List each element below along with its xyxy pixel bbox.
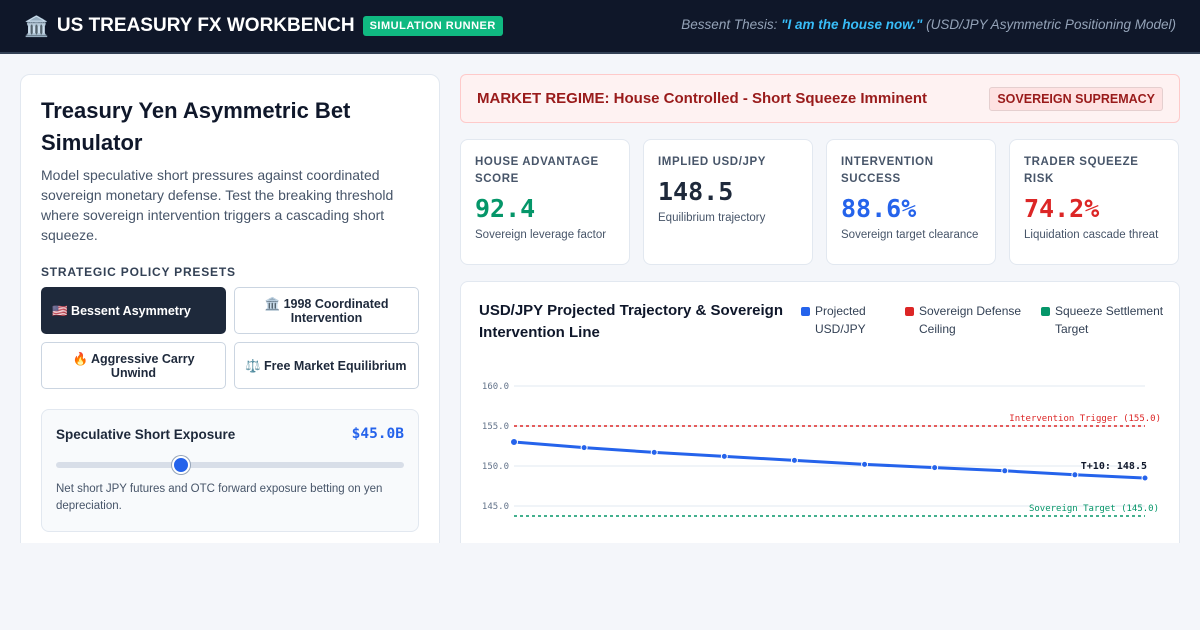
kpi-value: 148.5 bbox=[658, 177, 734, 206]
panel-title: Treasury Yen Asymmetric Bet Simulator bbox=[41, 98, 351, 155]
legend-item-target: Squeeze Settlement Target bbox=[1041, 302, 1167, 338]
y-tick-label: 145.0 bbox=[482, 502, 509, 512]
preset-grid: 🇺🇸 Bessent Asymmetry 🏛️ 1998 Coordinated… bbox=[41, 287, 419, 389]
bank-icon: 🏛️ bbox=[24, 15, 49, 38]
regime-badge: SOVEREIGN SUPREMACY bbox=[989, 87, 1163, 111]
kpi-label: HOUSE ADVANTAGE SCORE bbox=[475, 156, 599, 185]
legend-swatch bbox=[801, 307, 810, 316]
data-point bbox=[1141, 474, 1149, 482]
simulation-badge: SIMULATION RUNNER bbox=[362, 16, 503, 36]
market-regime-banner: MARKET REGIME: House Controlled - Short … bbox=[460, 74, 1180, 123]
legend-item-projected: Projected USD/JPY bbox=[801, 302, 893, 338]
slider-value: $45.0B bbox=[351, 426, 404, 442]
kpi-house-advantage: HOUSE ADVANTAGE SCORE 92.4 Sovereign lev… bbox=[460, 139, 630, 265]
data-point bbox=[790, 456, 798, 464]
data-point bbox=[720, 452, 728, 460]
short-exposure-slider[interactable] bbox=[56, 456, 404, 474]
projected-series-line bbox=[513, 440, 1146, 480]
kpi-implied-usdjpy: IMPLIED USD/JPY 148.5 Equilibrium trajec… bbox=[643, 139, 813, 265]
kpi-subtitle: Sovereign leverage factor bbox=[475, 229, 607, 241]
y-tick-label: 150.0 bbox=[482, 462, 509, 472]
thesis-quote: "I am the house now." bbox=[781, 17, 923, 32]
legend-item-ceiling: Sovereign Defense Ceiling bbox=[905, 302, 1029, 338]
kpi-row: HOUSE ADVANTAGE SCORE 92.4 Sovereign lev… bbox=[460, 139, 1180, 265]
slider-label: Speculative Short Exposure bbox=[56, 426, 236, 442]
app-title: US TREASURY FX WORKBENCH bbox=[56, 15, 355, 36]
data-point bbox=[861, 460, 869, 468]
trajectory-chart-card: USD/JPY Projected Trajectory & Sovereign… bbox=[460, 281, 1180, 554]
short-exposure-control: Speculative Short Exposure $45.0B Net sh… bbox=[41, 409, 419, 532]
target-label: Sovereign Target (145.0) bbox=[1029, 504, 1159, 514]
preset-bessent-asymmetry[interactable]: 🇺🇸 Bessent Asymmetry bbox=[41, 287, 226, 334]
legend-swatch bbox=[905, 307, 914, 316]
data-point bbox=[1001, 467, 1009, 475]
data-point bbox=[1071, 471, 1079, 479]
slider-thumb[interactable] bbox=[172, 456, 191, 474]
kpi-subtitle: Liquidation cascade threat bbox=[1024, 229, 1159, 241]
data-point bbox=[931, 464, 939, 472]
kpi-label: INTERVENTION SUCCESS bbox=[841, 156, 934, 185]
y-tick-label: 155.0 bbox=[482, 422, 509, 432]
kpi-value: 88.6% bbox=[841, 194, 917, 223]
thesis-caption: Bessent Thesis: "I am the house now." (U… bbox=[681, 17, 1176, 32]
kpi-label: IMPLIED USD/JPY bbox=[658, 156, 767, 168]
legend-label: Projected USD/JPY bbox=[815, 304, 866, 336]
simulator-panel: Treasury Yen Asymmetric Bet Simulator Mo… bbox=[20, 74, 440, 554]
data-point bbox=[650, 448, 658, 456]
kpi-label: TRADER SQUEEZE RISK bbox=[1024, 156, 1139, 185]
chart-legend: Projected USD/JPY Sovereign Defense Ceil… bbox=[801, 302, 1167, 338]
chart-title: USD/JPY Projected Trajectory & Sovereign… bbox=[479, 302, 784, 341]
thesis-suffix: (USD/JPY Asymmetric Positioning Model) bbox=[922, 17, 1176, 32]
top-bar: 🏛️ US TREASURY FX WORKBENCH SIMULATION R… bbox=[0, 0, 1200, 54]
slider-note: Net short JPY futures and OTC forward ex… bbox=[56, 483, 383, 512]
kpi-value: 74.2% bbox=[1024, 194, 1100, 223]
preset-1998-coordinated-intervention[interactable]: 🏛️ 1998 Coordinated Intervention bbox=[234, 287, 419, 334]
panel-description: Model speculative short pressures agains… bbox=[41, 167, 394, 243]
kpi-intervention-success: INTERVENTION SUCCESS 88.6% Sovereign tar… bbox=[826, 139, 996, 265]
presets-label: STRATEGIC POLICY PRESETS bbox=[41, 265, 236, 279]
preset-free-market-equilibrium[interactable]: ⚖️ Free Market Equilibrium bbox=[234, 342, 419, 389]
thesis-prefix: Bessent Thesis: bbox=[681, 17, 782, 32]
regime-text: MARKET REGIME: House Controlled - Short … bbox=[477, 90, 928, 107]
legend-swatch bbox=[1041, 307, 1050, 316]
end-value-label: T+10: 148.5 bbox=[1081, 461, 1147, 472]
data-point bbox=[510, 438, 518, 446]
preset-aggressive-carry-unwind[interactable]: 🔥 Aggressive Carry Unwind bbox=[41, 342, 226, 389]
legend-label: Sovereign Defense Ceiling bbox=[919, 304, 1022, 336]
data-point bbox=[580, 444, 588, 452]
brand: 🏛️ US TREASURY FX WORKBENCH SIMULATION R… bbox=[24, 14, 503, 39]
y-tick-label: 160.0 bbox=[482, 382, 509, 392]
page-bottom-area bbox=[0, 543, 1200, 630]
kpi-subtitle: Sovereign target clearance bbox=[841, 229, 979, 241]
kpi-trader-squeeze-risk: TRADER SQUEEZE RISK 74.2% Liquidation ca… bbox=[1009, 139, 1179, 265]
ceiling-label: Intervention Trigger (155.0) bbox=[1009, 414, 1161, 424]
kpi-subtitle: Equilibrium trajectory bbox=[658, 212, 766, 224]
legend-label: Squeeze Settlement Target bbox=[1055, 304, 1164, 336]
trajectory-chart: 160.0 155.0 150.0 145.0 Intervention Trigger… bbox=[482, 382, 1161, 517]
kpi-value: 92.4 bbox=[475, 194, 536, 223]
